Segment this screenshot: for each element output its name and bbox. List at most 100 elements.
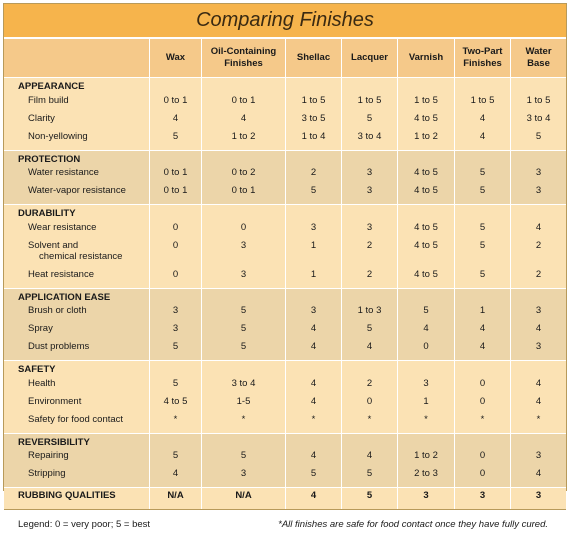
table-row: Safety for food contact * * * * * * * [4, 411, 566, 433]
table-cell: 5 [341, 321, 397, 339]
table-cell: 0 [149, 237, 201, 267]
row-label: Non-yellowing [4, 128, 149, 150]
header-blank [4, 39, 149, 77]
section-header-spacer [397, 204, 454, 220]
section-header-spacer [454, 204, 510, 220]
section-header-spacer [397, 149, 454, 165]
column-header: Varnish [397, 39, 454, 77]
row-label: Brush or cloth [4, 303, 149, 321]
table-cell: 1 to 3 [341, 303, 397, 321]
table-cell: 4 [510, 375, 566, 394]
section-header-spacer [149, 432, 201, 448]
row-label: Water resistance [4, 165, 149, 183]
comparison-table: Wax Oil-Containing Finishes Shellac Lacquer… [4, 39, 566, 509]
table-cell: 4 to 5 [397, 110, 454, 129]
table-cell: * [285, 411, 341, 433]
table-cell: 2 to 3 [397, 466, 454, 487]
table-cell: 3 [510, 303, 566, 321]
table-cell: 5 [201, 339, 285, 360]
table-cell: 4 to 5 [397, 165, 454, 183]
row-label-line: Solvent and [28, 239, 79, 251]
table-cell: 4 [285, 321, 341, 339]
table-cell: 4 [285, 448, 341, 466]
table-cell: 4 to 5 [397, 219, 454, 238]
table-cell: 5 [201, 303, 285, 321]
section-header-spacer [510, 204, 566, 220]
table-cell: 5 [201, 448, 285, 466]
table-cell: 3 [454, 487, 510, 509]
section-header-spacer [285, 432, 341, 448]
row-label: Stripping [4, 466, 149, 487]
row-label: Dust problems [4, 339, 149, 360]
table-cell: 4 to 5 [397, 266, 454, 288]
table-cell: 4 [201, 110, 285, 129]
section-header-spacer [510, 77, 566, 93]
section-header-spacer [454, 360, 510, 376]
section-header-spacer [201, 204, 285, 220]
table-cell: 0 to 1 [149, 183, 201, 204]
section-header-spacer [510, 360, 566, 376]
section-header-spacer [285, 149, 341, 165]
table-cell: 5 [149, 128, 201, 150]
column-header: Shellac [285, 39, 341, 77]
table-cell: 5 [149, 375, 201, 394]
table-cell: 3 [201, 237, 285, 267]
table-cell: 4 [454, 128, 510, 150]
section-header-row: APPLICATION EASE [4, 287, 566, 303]
table-cell: 5 [454, 183, 510, 204]
section-header-spacer [149, 149, 201, 165]
legend-text: Legend: 0 = very poor; 5 = best [18, 518, 151, 530]
section-header-row: DURABILITY [4, 204, 566, 220]
table-cell: 5 [149, 448, 201, 466]
table-cell: * [341, 411, 397, 433]
table-cell: 0 [454, 448, 510, 466]
table-cell: 3 [510, 165, 566, 183]
table-cell: 3 [510, 448, 566, 466]
table-cell: 3 [285, 303, 341, 321]
table-row: Solvent and chemical resistance 0 3 1 2 4 to 5… [4, 237, 566, 267]
row-label-line: chemical resistance [39, 251, 123, 262]
table-cell: 4 [510, 466, 566, 487]
table-cell: 3 to 4 [201, 375, 285, 394]
row-label: Heat resistance [4, 266, 149, 288]
table-cell: 4 [397, 321, 454, 339]
table-cell: 4 to 5 [149, 393, 201, 412]
row-label: Solvent and chemical resistance [4, 237, 149, 267]
section-title: PROTECTION [4, 149, 149, 165]
table-row: Spray 3 5 4 5 4 4 4 [4, 321, 566, 339]
section-header-spacer [285, 287, 341, 303]
table-cell: 3 [397, 487, 454, 509]
table-cell: 4 [285, 393, 341, 412]
table-cell: 4 [510, 219, 566, 238]
table-cell: 5 [510, 128, 566, 150]
section-title: APPEARANCE [4, 77, 149, 93]
table-cell: 4 to 5 [397, 183, 454, 204]
table-cell: 1 [454, 303, 510, 321]
table-cell: 0 [149, 219, 201, 238]
section-header-spacer [201, 149, 285, 165]
section-header-spacer [510, 287, 566, 303]
row-label: Film build [4, 92, 149, 111]
section-header-spacer [454, 432, 510, 448]
table-cell: * [201, 411, 285, 433]
table-cell: 4 [454, 321, 510, 339]
table-cell: 4 [341, 448, 397, 466]
table-cell: 1 to 2 [397, 448, 454, 466]
column-header: Wax [149, 39, 201, 77]
table-cell: 5 [454, 237, 510, 267]
row-label: Water-vapor resistance [4, 183, 149, 204]
section-header-spacer [341, 360, 397, 376]
section-group: DURABILITY Wear resistance 0 0 3 3 4 to 5 5 4 Sol… [4, 204, 566, 288]
section-header-row: SAFETY [4, 360, 566, 376]
table-cell: 3 [510, 183, 566, 204]
